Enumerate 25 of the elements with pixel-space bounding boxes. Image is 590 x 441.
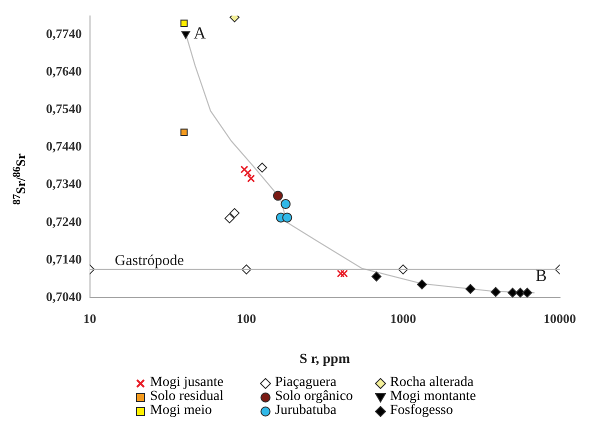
legend-label: Solo orgânico [275, 389, 353, 404]
x-tick-label: 10 [83, 310, 96, 326]
y-tick-label: 0,7240 [46, 214, 82, 229]
legend-label: Fosfogesso [390, 403, 454, 418]
ref-line-label: Gastrópode [114, 252, 184, 269]
legend-label: Mogi montante [390, 389, 476, 404]
legend-label: Piaçaguera [275, 375, 336, 390]
y-tick-label: 0,7540 [46, 101, 82, 116]
y-tick-label: 0,7740 [46, 26, 82, 41]
y-tick-label: 0,7340 [46, 176, 82, 192]
x-tick-label: 10000 [544, 310, 576, 326]
legend-label: Jurubatuba [275, 403, 336, 418]
legend-label: Solo residual [150, 389, 224, 404]
annotation: A [194, 23, 207, 42]
annotation: B [536, 266, 547, 286]
y-tick-label: 0,7140 [46, 251, 82, 266]
x-tick-label: 100 [236, 310, 256, 326]
x-axis-title: S r, ppm [300, 352, 350, 368]
y-tick-label: 0,7440 [46, 138, 82, 154]
y-tick-label: 0,7040 [46, 288, 82, 304]
legend-label: Mogi jusante [150, 375, 224, 390]
x-tick-label: 1000 [390, 310, 416, 326]
legend-label: Rocha alterada [390, 375, 474, 390]
y-tick-label: 0,7640 [46, 64, 82, 79]
legend-label: Mogi meio [150, 403, 212, 418]
